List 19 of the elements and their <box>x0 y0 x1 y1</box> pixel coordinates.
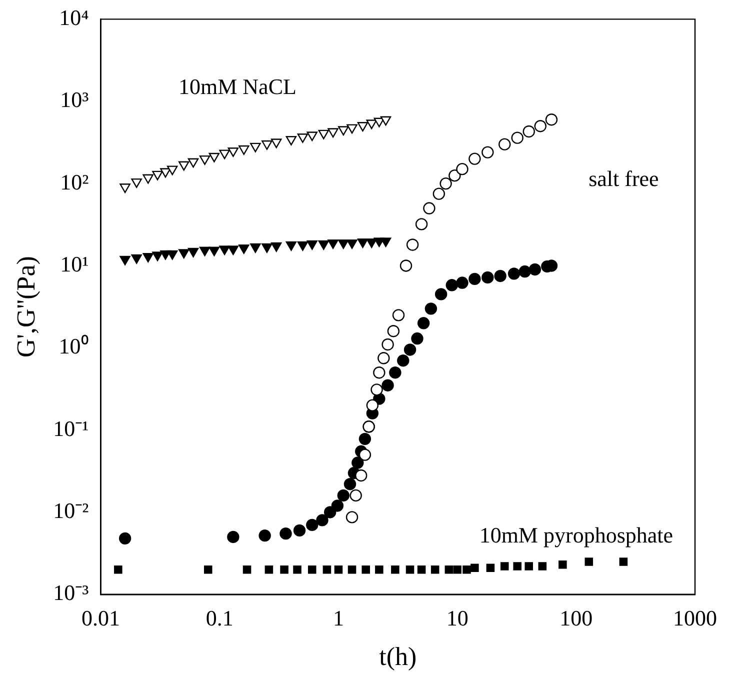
annotation: 10mM pyrophosphate <box>479 522 674 548</box>
y-tick-label: 10² <box>60 169 90 194</box>
y-tick-label: 10¹ <box>60 251 89 276</box>
y-tick-label: 10⁻² <box>53 498 90 524</box>
y-tick-label: 10⁻³ <box>53 580 90 606</box>
x-tick-label: 10 <box>446 605 468 630</box>
y-tick-label: 10⁰ <box>58 334 89 359</box>
x-tick-label: 0.1 <box>206 605 234 630</box>
annotation: 10mM NaCL <box>178 74 296 100</box>
x-axis-title: t(h) <box>379 642 417 672</box>
y-axis-title: G',G''(Pa) <box>11 256 40 358</box>
x-tick-label: 1 <box>332 605 344 630</box>
y-tick-label: 10³ <box>60 87 90 112</box>
x-tick-label: 100 <box>560 605 593 630</box>
y-tick-label: 10⁻¹ <box>53 416 89 441</box>
x-tick-label: 1000 <box>673 605 717 630</box>
annotation: salt free <box>588 166 659 192</box>
x-tick-label: 0.01 <box>82 605 120 630</box>
y-tick-label: 10⁴ <box>59 4 90 30</box>
